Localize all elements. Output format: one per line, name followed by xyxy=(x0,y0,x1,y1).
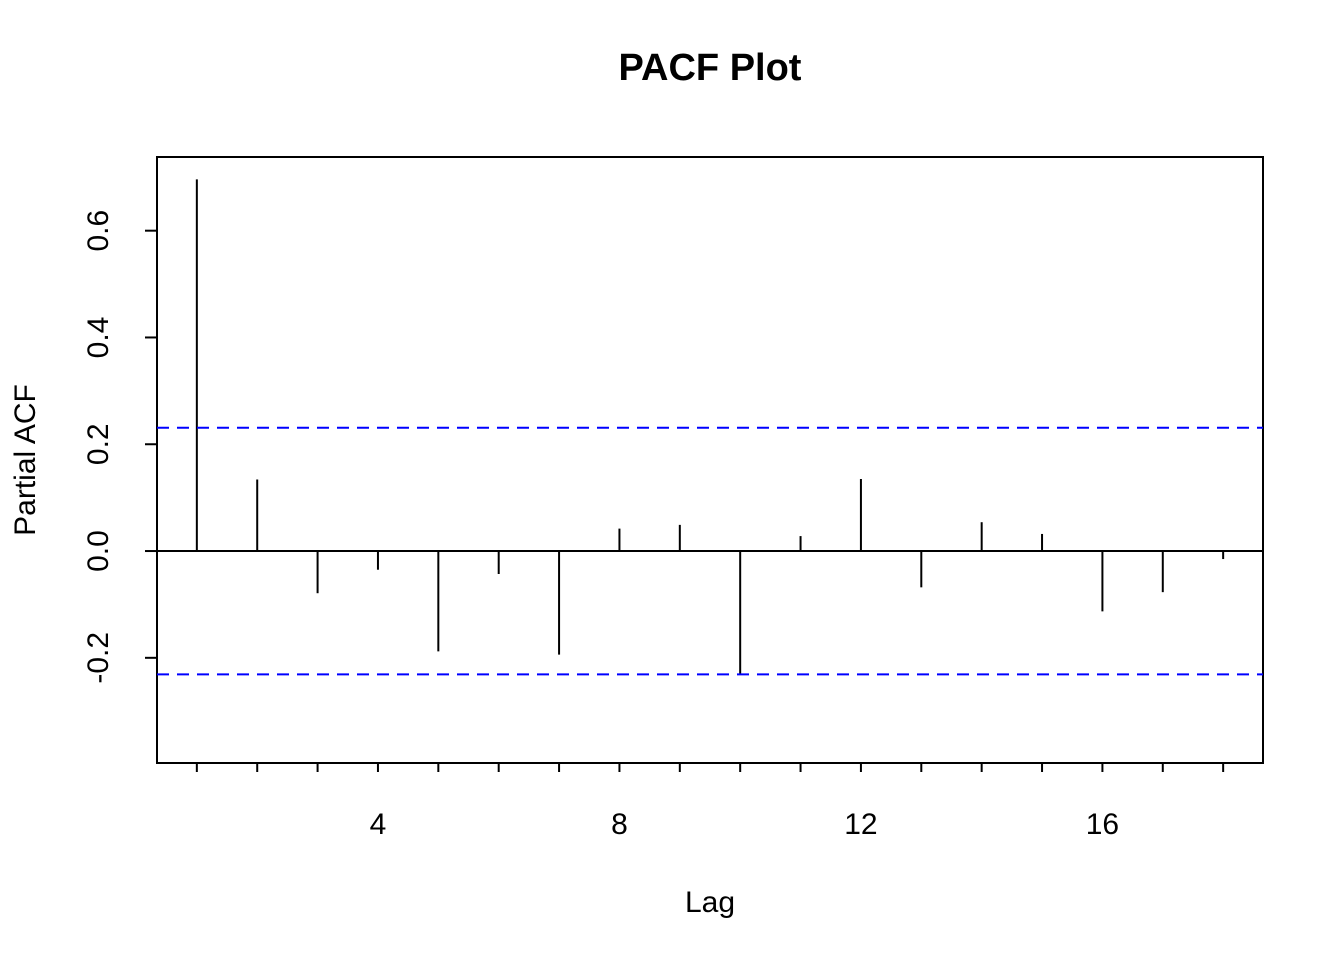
plot-frame xyxy=(156,156,1264,764)
y-tick-label: 0.4 xyxy=(82,317,115,359)
y-tick-label: 0.0 xyxy=(82,530,115,572)
x-tick-label: 16 xyxy=(1086,808,1119,841)
x-tick-label: 12 xyxy=(844,808,877,841)
x-tick-label: 4 xyxy=(370,808,387,841)
confidence-bounds xyxy=(157,426,1263,676)
y-axis: -0.2 0.0 0.2 0.4 0.6 xyxy=(82,210,157,684)
pacf-bars xyxy=(195,179,1225,675)
x-axis-title: Lag xyxy=(685,886,735,919)
chart-title: PACF Plot xyxy=(619,47,802,89)
y-tick-label: 0.2 xyxy=(82,423,115,465)
x-tick-label: 8 xyxy=(611,808,628,841)
y-axis-title: Partial ACF xyxy=(9,384,42,536)
x-axis: 4 8 12 16 xyxy=(195,763,1225,841)
y-tick-label: -0.2 xyxy=(82,632,115,684)
y-tick-label: 0.6 xyxy=(82,210,115,252)
